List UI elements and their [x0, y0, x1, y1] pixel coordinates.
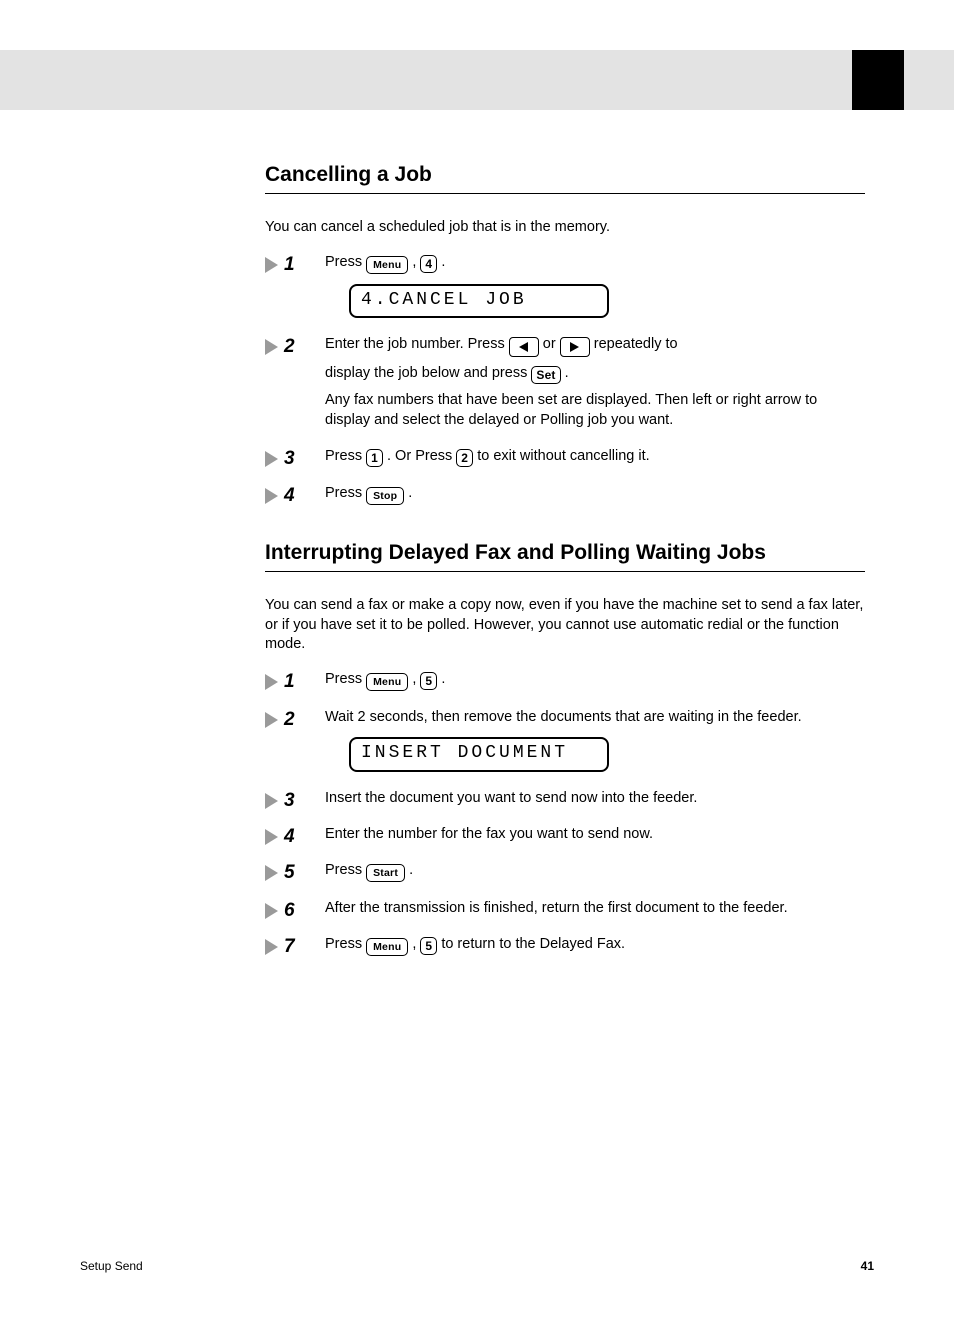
section2-rule [265, 571, 865, 572]
s2step1-text-a: Press [325, 671, 366, 687]
step1-text-a: Press [325, 254, 366, 270]
lcd-display: INSERT DOCUMENT [349, 737, 609, 771]
step-bullet: 7 [265, 934, 325, 958]
list-item: 1 Press Menu , 5 . [265, 669, 865, 697]
chevron-right-icon [265, 865, 278, 881]
section2-heading: Interrupting Delayed Fax and Polling Wai… [265, 541, 865, 565]
section1-rule [265, 193, 865, 194]
s2step5-text-a: Press [325, 862, 366, 878]
chevron-right-icon [265, 257, 278, 273]
s2step1-text-mid: , [412, 671, 420, 687]
step2-text-e: . [565, 365, 569, 381]
one-key[interactable]: 1 [366, 449, 383, 467]
step1-text-tail: . [441, 254, 445, 270]
list-item: 2 Wait 2 seconds, then remove the docume… [265, 707, 865, 777]
s2step7-text-mid: , [412, 936, 420, 952]
step1-text-mid: , [412, 254, 420, 270]
lcd-display: 4.CANCEL JOB [349, 284, 609, 318]
header-bar [0, 50, 954, 110]
step4-text-tail: . [408, 485, 412, 501]
step-bullet: 4 [265, 483, 325, 507]
right-arrow-key[interactable] [560, 337, 590, 357]
menu-key[interactable]: Menu [366, 256, 408, 274]
list-item: 5 Press Start . [265, 860, 865, 888]
step-number: 2 [284, 336, 295, 358]
footer-page-number: 41 [861, 1259, 874, 1273]
step-number: 1 [284, 671, 295, 693]
step4-text-a: Press [325, 485, 366, 501]
list-item: 2 Enter the job number. Press or repeate… [265, 334, 865, 437]
step-number: 3 [284, 448, 295, 470]
chevron-right-icon [265, 339, 278, 355]
five-key[interactable]: 5 [420, 937, 437, 955]
s2step4-text: Enter the number for the fax you want to… [325, 824, 865, 844]
step-bullet: 4 [265, 824, 325, 848]
step-bullet: 1 [265, 252, 325, 276]
menu-key[interactable]: Menu [366, 938, 408, 956]
step2-text-a: Enter the job number. Press [325, 336, 509, 352]
step-number: 4 [284, 826, 295, 848]
chevron-right-icon [265, 451, 278, 467]
list-item: 4 Press Stop . [265, 483, 865, 511]
s2step5-text-tail: . [409, 862, 413, 878]
list-item: 4 Enter the number for the fax you want … [265, 824, 865, 850]
section2-intro: You can send a fax or make a copy now, e… [265, 596, 865, 655]
list-item: 7 Press Menu , 5 to return to the Delaye… [265, 934, 865, 962]
step2-text-b: or [543, 336, 560, 352]
step3-text-b: . Or Press [387, 448, 456, 464]
chevron-right-icon [265, 712, 278, 728]
four-key[interactable]: 4 [420, 255, 437, 273]
step2-text-c: repeatedly to [594, 336, 678, 352]
five-key[interactable]: 5 [420, 672, 437, 690]
step-number: 3 [284, 790, 295, 812]
start-key[interactable]: Start [366, 864, 405, 882]
step-bullet: 5 [265, 860, 325, 884]
list-item: 3 Insert the document you want to send n… [265, 788, 865, 814]
chevron-right-icon [265, 939, 278, 955]
step-number: 1 [284, 254, 295, 276]
triangle-right-icon [570, 342, 579, 352]
corner-marker [852, 50, 904, 110]
step2-sub: Any fax numbers that have been set are d… [325, 390, 865, 431]
step-bullet: 1 [265, 669, 325, 693]
stop-key[interactable]: Stop [366, 487, 404, 505]
section1-heading: Cancelling a Job [265, 163, 865, 187]
list-item: 3 Press 1 . Or Press 2 to exit without c… [265, 446, 865, 473]
step-number: 4 [284, 485, 295, 507]
step-bullet: 6 [265, 898, 325, 922]
chevron-right-icon [265, 903, 278, 919]
step-bullet: 2 [265, 707, 325, 731]
step-number: 2 [284, 709, 295, 731]
s2step6-text: After the transmission is finished, retu… [325, 898, 865, 918]
step2-text-d: display the job below and press [325, 365, 531, 381]
s2step7-text-tail: to return to the Delayed Fax. [441, 936, 625, 952]
list-item: 1 Press Menu , 4 . 4.CANCEL JOB [265, 252, 865, 324]
step-number: 6 [284, 900, 295, 922]
chevron-right-icon [265, 829, 278, 845]
left-arrow-key[interactable] [509, 337, 539, 357]
step-number: 5 [284, 862, 295, 884]
s2step2-text: Wait 2 seconds, then remove the document… [325, 707, 865, 727]
chevron-right-icon [265, 674, 278, 690]
menu-key[interactable]: Menu [366, 673, 408, 691]
step-bullet: 3 [265, 446, 325, 470]
two-key[interactable]: 2 [456, 449, 473, 467]
step3-text-a: Press [325, 448, 366, 464]
chevron-right-icon [265, 488, 278, 504]
set-key[interactable]: Set [531, 366, 560, 384]
s2step3-text: Insert the document you want to send now… [325, 788, 865, 808]
step-bullet: 2 [265, 334, 325, 358]
step3-text-c: to exit without cancelling it. [477, 448, 649, 464]
s2step1-text-tail: . [441, 671, 445, 687]
step-number: 7 [284, 936, 295, 958]
step-bullet: 3 [265, 788, 325, 812]
footer-left: Setup Send [80, 1259, 143, 1273]
chevron-right-icon [265, 793, 278, 809]
section1-intro: You can cancel a scheduled job that is i… [265, 218, 865, 238]
list-item: 6 After the transmission is finished, re… [265, 898, 865, 924]
main-content: Cancelling a Job You can cancel a schedu… [265, 155, 865, 972]
s2step7-text-a: Press [325, 936, 366, 952]
triangle-left-icon [519, 342, 528, 352]
